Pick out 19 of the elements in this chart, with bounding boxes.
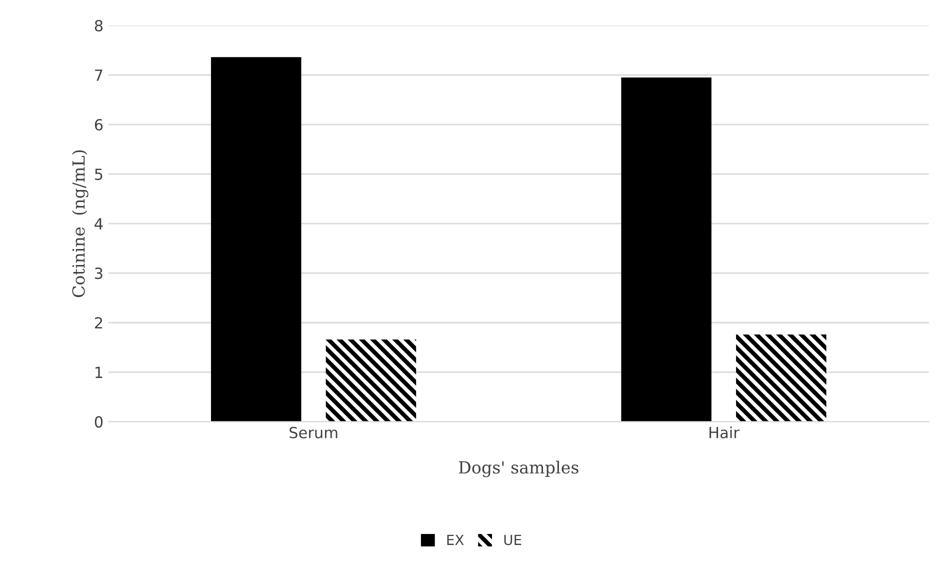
y-tick-label: 5 [95, 168, 102, 180]
bar [210, 57, 302, 422]
y-tick-label: 7 [95, 70, 102, 81]
y-tick-label: 4 [94, 218, 103, 230]
bar [736, 334, 826, 422]
x-tick-label: Hair [710, 426, 740, 438]
x-axis-title: Dogs' samples [458, 460, 578, 478]
bar [326, 339, 416, 422]
y-tick-label: 8 [94, 20, 103, 32]
y-tick-label: 1 [96, 366, 102, 378]
bar [621, 77, 712, 422]
legend-label: UE [504, 534, 522, 546]
y-tick-label: 2 [94, 317, 102, 328]
y-tick-label: 0 [94, 416, 103, 428]
x-tick-label: Serum [290, 426, 338, 438]
y-tick-label: 6 [94, 118, 103, 131]
y-tick-label: 3 [95, 268, 102, 280]
legend-label: EX [447, 534, 464, 545]
y-axis-title: Cotinine (ng/mL) [72, 150, 88, 298]
